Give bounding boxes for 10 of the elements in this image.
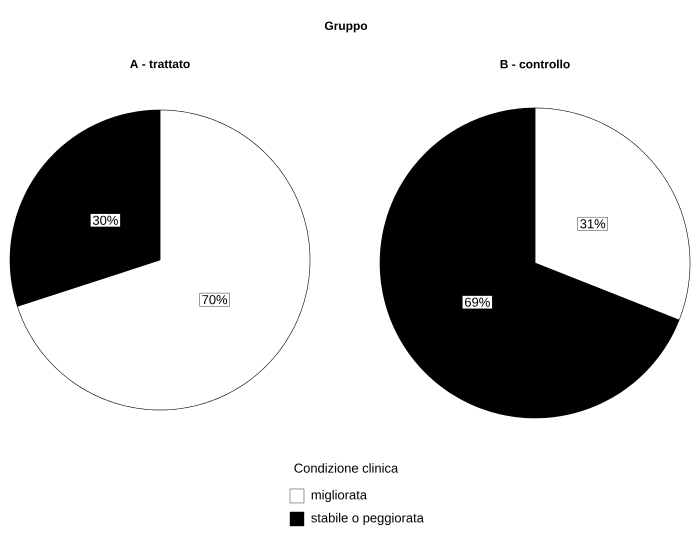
chart-title: Gruppo [324,22,368,32]
data-label: 69% [465,298,490,307]
legend-title: Condizione clinica [294,463,398,473]
chart-subtitle: B - controllo [500,60,570,68]
data-label: 70% [202,295,228,304]
data-label: 30% [92,216,118,225]
legend-label: stabile o peggiorata [311,512,424,526]
chart-subtitle: A - trattato [130,60,190,68]
data-label: 31% [580,219,606,228]
legend-label: migliorata [312,490,367,502]
